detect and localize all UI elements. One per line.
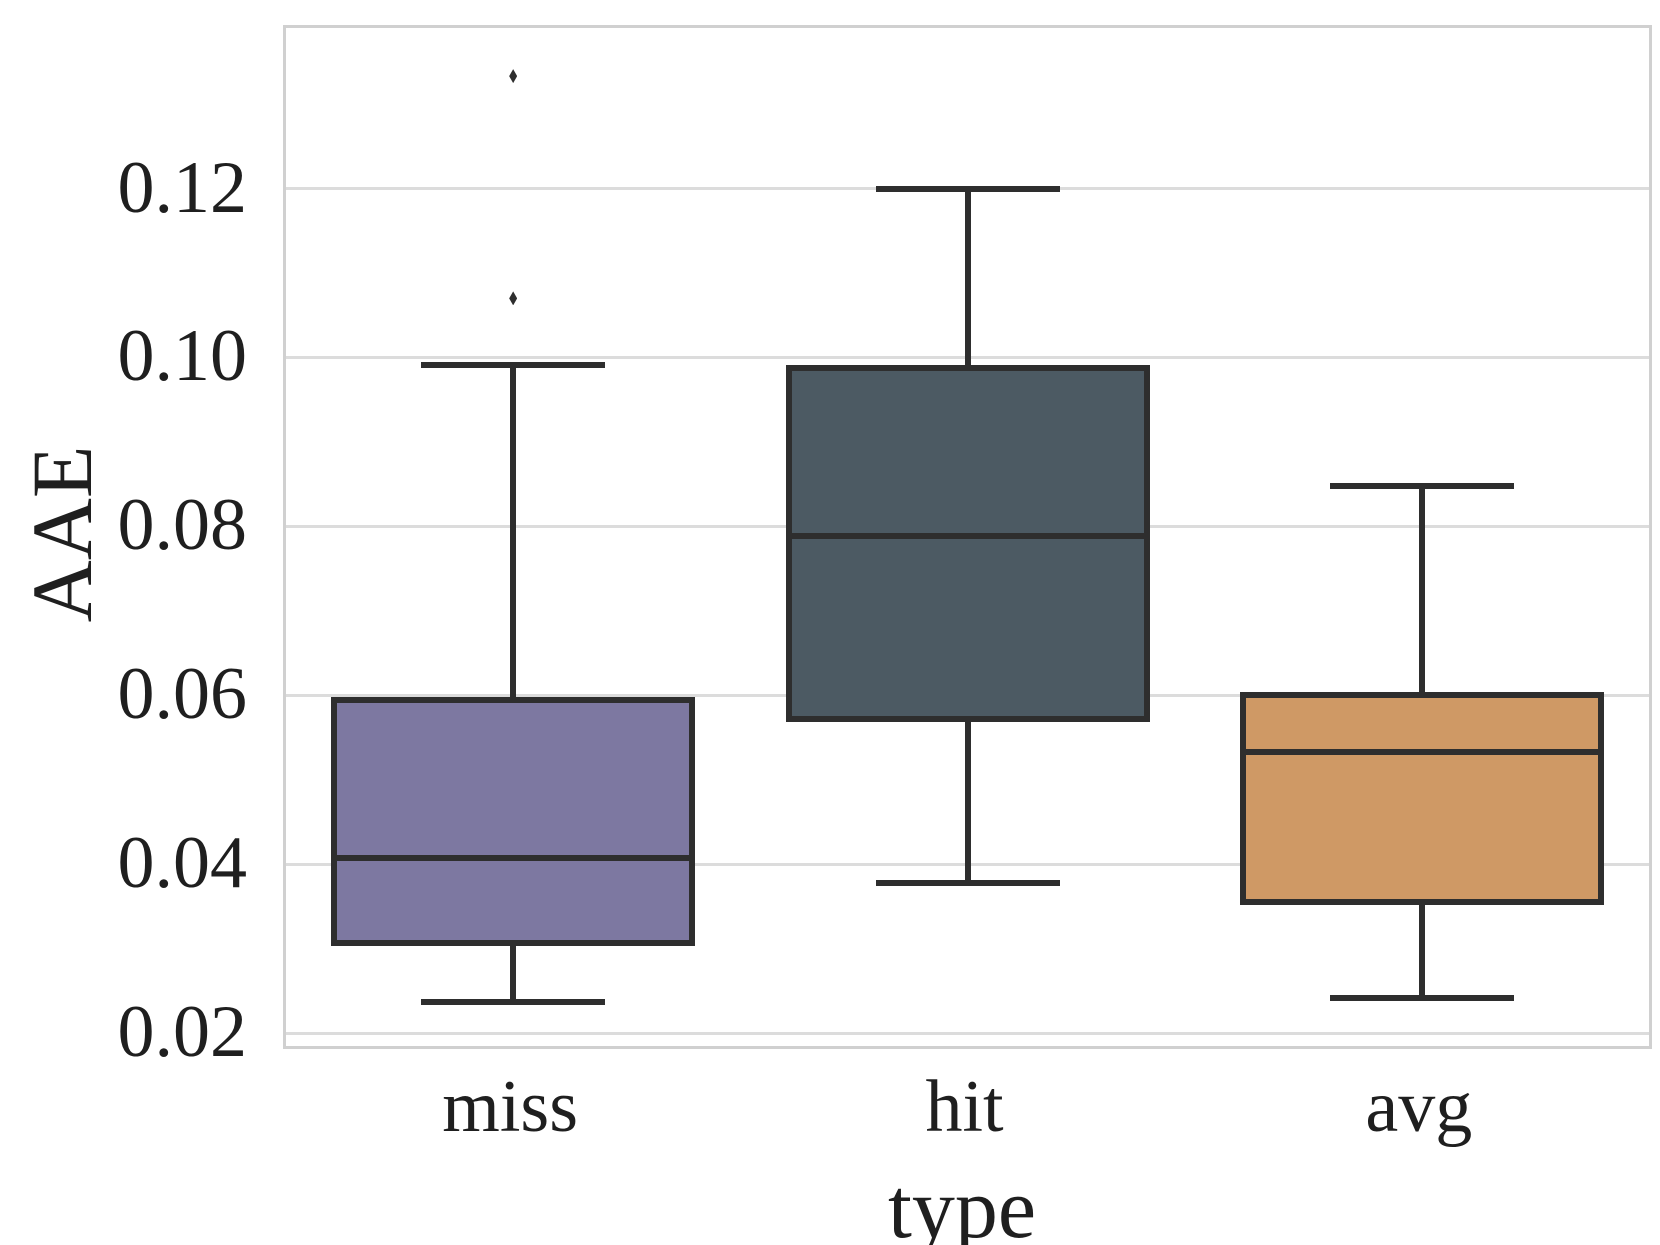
whisker-cap-low-avg	[1329, 994, 1514, 1001]
median-line-hit	[791, 532, 1144, 539]
whisker-upper-avg	[1418, 485, 1425, 695]
box-miss	[331, 697, 696, 946]
box-hit	[785, 365, 1150, 723]
x-tick-label-avg: avg	[1365, 1066, 1473, 1148]
whisker-cap-high-avg	[1329, 482, 1514, 489]
outlier-point-miss-1	[509, 69, 518, 84]
y-tick-label-0.12: 0.12	[117, 146, 248, 229]
whisker-cap-low-miss	[421, 999, 606, 1006]
y-tick-label-0.04: 0.04	[117, 822, 248, 905]
outlier-point-miss-0	[509, 291, 518, 306]
whisker-cap-high-miss	[421, 362, 606, 369]
whisker-lower-miss	[510, 942, 517, 1003]
whisker-cap-high-hit	[875, 185, 1060, 192]
y-tick-label-0.08: 0.08	[117, 484, 248, 567]
median-line-miss	[337, 855, 690, 862]
whisker-lower-hit	[964, 719, 971, 883]
whisker-upper-miss	[510, 365, 517, 701]
y-tick-label-0.02: 0.02	[117, 991, 248, 1074]
plot-area	[283, 25, 1652, 1049]
gridline-0.02	[286, 1031, 1649, 1035]
whisker-upper-hit	[964, 188, 971, 369]
whisker-cap-low-hit	[875, 879, 1060, 886]
box-avg	[1239, 691, 1604, 905]
y-tick-label-0.10: 0.10	[117, 315, 248, 398]
x-tick-label-miss: miss	[442, 1066, 579, 1148]
median-line-avg	[1245, 749, 1598, 755]
y-tick-label-0.06: 0.06	[117, 653, 248, 736]
whisker-lower-avg	[1418, 901, 1425, 998]
x-tick-label-hit: hit	[925, 1066, 1004, 1148]
x-axis-label: type	[887, 1160, 1037, 1245]
